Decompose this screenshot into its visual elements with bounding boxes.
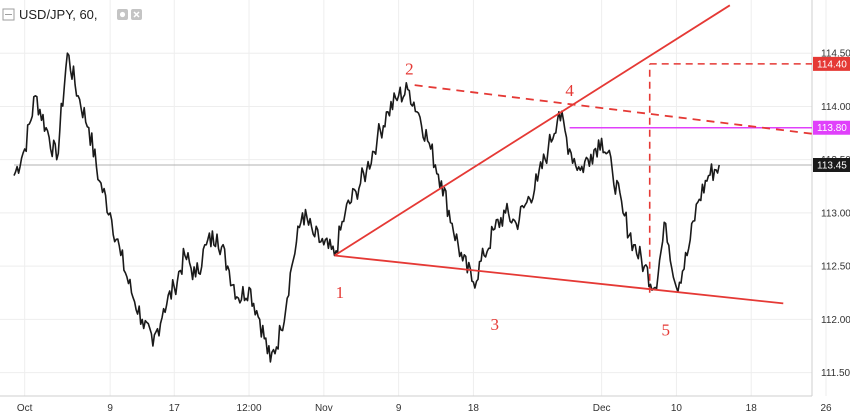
price-tags: 114.40 113.80 113.45 (813, 56, 850, 172)
settings-icon[interactable] (117, 9, 128, 20)
price-tag (813, 56, 850, 71)
trendline-rising (334, 4, 731, 257)
chart-title: USD/JPY, 60, (19, 7, 98, 22)
trendlines (334, 4, 816, 305)
price-line (13, 52, 720, 363)
close-icon[interactable] (131, 9, 142, 20)
x-tick-label: 12:00 (237, 403, 262, 414)
grid (0, 0, 827, 396)
price-tag-label: 113.80 (817, 123, 847, 134)
axes (0, 0, 813, 397)
wave-label: 5 (661, 320, 670, 339)
x-tick-label: 17 (169, 403, 181, 414)
wave-label: 2 (405, 60, 414, 79)
y-tick-label: 112.00 (821, 315, 850, 326)
x-tick-label: 9 (396, 403, 402, 414)
price-tag-label: 113.45 (817, 161, 847, 172)
wave-label: 1 (336, 283, 345, 302)
levels (14, 63, 812, 293)
chart-header: USD/JPY, 60, (2, 7, 142, 22)
wave-label: 4 (565, 81, 574, 100)
x-tick-label: Oct (17, 403, 33, 414)
collapse-icon[interactable] (2, 8, 15, 21)
y-tick-label: 114.50 (821, 49, 850, 60)
trendline-support (334, 254, 784, 305)
y-tick-label: 112.50 (821, 262, 850, 273)
y-tick-labels: 111.50112.00112.50113.00113.50114.00114.… (821, 49, 850, 379)
y-tick-label: 114.00 (821, 102, 850, 113)
x-tick-label: 18 (468, 403, 480, 414)
wave-label: 3 (491, 315, 500, 334)
price-tag-label: 114.40 (817, 59, 847, 70)
x-tick-labels: Oct 9 17 12:00 Nov 9 18 Dec 10 18 26 (17, 403, 832, 414)
x-tick-label: 18 (746, 403, 758, 414)
price-tag (813, 158, 850, 172)
wave-labels: 1 2 3 4 5 (336, 60, 670, 340)
trendline-resistance (414, 84, 816, 136)
price-tag (813, 120, 850, 135)
x-tick-label: 26 (820, 403, 832, 414)
y-tick-label: 111.50 (821, 368, 850, 379)
x-tick-label: 9 (107, 403, 113, 414)
x-tick-label: Nov (315, 403, 333, 414)
x-tick-label: 10 (671, 403, 683, 414)
x-tick-label: Dec (593, 403, 611, 414)
y-tick-label: 113.00 (821, 208, 850, 219)
